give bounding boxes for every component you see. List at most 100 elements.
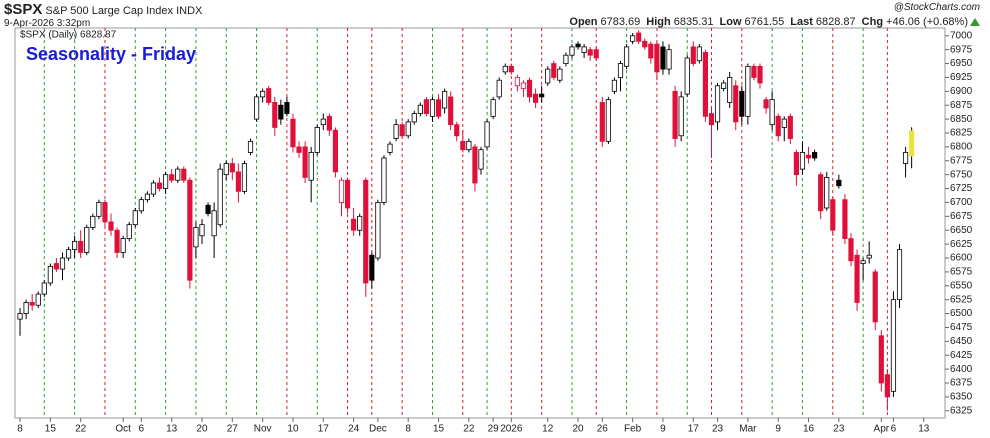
candle-body: [53, 263, 60, 270]
candle-body: [217, 168, 223, 226]
candle-body: [205, 204, 211, 214]
up-arrow: [970, 18, 980, 26]
y-tick-label: 6625: [950, 239, 973, 250]
candle-body: [120, 238, 126, 253]
x-tick-label: 29: [488, 424, 500, 435]
candle-body: [175, 168, 181, 181]
candle-body: [284, 102, 290, 114]
candle-body: [514, 77, 520, 87]
quote-line: Open 6783.69 High 6835.31 Low 6761.55 Last 6828…: [563, 16, 968, 28]
x-tick-label: 9: [775, 424, 781, 435]
candle-body: [290, 118, 296, 148]
x-tick-label: 26: [597, 424, 609, 435]
candle-body: [132, 210, 138, 226]
y-tick-label: 6525: [950, 294, 973, 305]
candle-body: [229, 163, 235, 173]
candle-body: [344, 179, 351, 209]
candle-body: [278, 104, 284, 120]
x-tick-label: 6: [891, 424, 897, 435]
x-tick-label: Oct: [115, 424, 131, 435]
candle-body: [138, 199, 144, 212]
x-tick-label: 20: [572, 424, 584, 435]
candle-body: [211, 210, 217, 237]
candle-body: [860, 260, 866, 264]
symbol-name: S&P 500 Large Cap Index INDX: [45, 5, 203, 17]
x-tick-label: 17: [688, 424, 700, 435]
candle-body: [478, 149, 484, 170]
candle-body: [733, 85, 739, 123]
candle-body: [793, 152, 799, 176]
candle-body: [630, 35, 636, 42]
x-tick-label: 12: [542, 424, 554, 435]
candle-body: [878, 335, 884, 384]
candle-body: [108, 221, 114, 231]
candle-body: [363, 179, 369, 284]
y-tick-label: 6800: [950, 142, 973, 153]
candle-body: [442, 90, 448, 109]
candle-body: [623, 46, 630, 67]
y-tick-label: 6500: [950, 308, 973, 319]
y-tick-label: 6675: [950, 211, 973, 222]
candle-body: [884, 374, 890, 398]
x-tick-label: 2026: [500, 424, 523, 435]
candle-body: [690, 46, 696, 64]
candle-body: [654, 43, 660, 73]
candle-body: [721, 82, 727, 89]
y-tick-label: 6850: [950, 114, 973, 125]
y-tick-label: 6475: [950, 322, 973, 333]
candle-body: [393, 124, 399, 139]
candle-body: [59, 257, 66, 270]
quote-label: Last: [790, 16, 813, 28]
y-tick-label: 6400: [950, 364, 973, 375]
candle-body: [569, 46, 575, 56]
y-tick-label: 6925: [950, 72, 973, 83]
symbol-line: $SPX S&P 500 Large Cap Index INDX: [4, 1, 202, 18]
candle-body: [375, 202, 381, 259]
candle-body: [769, 99, 775, 126]
candle-body: [611, 79, 618, 92]
candle-body: [126, 224, 132, 239]
candle-body: [520, 82, 527, 89]
candle-body: [332, 129, 339, 173]
candle-body: [247, 140, 254, 153]
candle-body: [836, 179, 842, 187]
candle-body: [326, 115, 332, 131]
candle-body: [496, 79, 502, 98]
candle-body: [351, 218, 357, 231]
candle-body: [454, 124, 460, 137]
candle-body: [338, 179, 345, 203]
candle-body: [508, 65, 514, 73]
candle-body: [405, 121, 411, 137]
candle-body: [502, 65, 508, 73]
candle-body: [423, 99, 429, 114]
candle-body: [660, 46, 666, 70]
candle-body: [144, 193, 150, 201]
x-tick-label: Mar: [739, 424, 757, 435]
candle-body: [812, 152, 818, 159]
candle-body: [739, 90, 745, 117]
y-tick-label: 6550: [950, 280, 973, 291]
candle-body: [435, 99, 442, 117]
candle-body: [848, 238, 854, 262]
x-tick-label: 23: [712, 424, 724, 435]
candle-body: [551, 63, 557, 78]
candle-body: [253, 96, 260, 120]
plot-frame: [14, 27, 946, 419]
candle-body: [684, 57, 690, 95]
candle-body: [526, 79, 533, 98]
candle-body: [805, 154, 812, 159]
candle-body: [381, 157, 387, 203]
candle-body: [472, 146, 478, 184]
candle-body: [114, 229, 120, 253]
candle-body: [484, 121, 490, 148]
y-tick-label: 6775: [950, 155, 973, 166]
candle-body: [842, 199, 848, 239]
candle-body: [417, 104, 423, 114]
candle-body: [696, 46, 702, 62]
y-tick-label: 6825: [950, 128, 973, 139]
candle-body: [636, 32, 642, 42]
x-tick-label: Apr: [874, 424, 890, 435]
candle-body: [369, 254, 375, 281]
quote-label: Chg: [861, 16, 884, 28]
y-tick-label: 6975: [950, 44, 973, 55]
